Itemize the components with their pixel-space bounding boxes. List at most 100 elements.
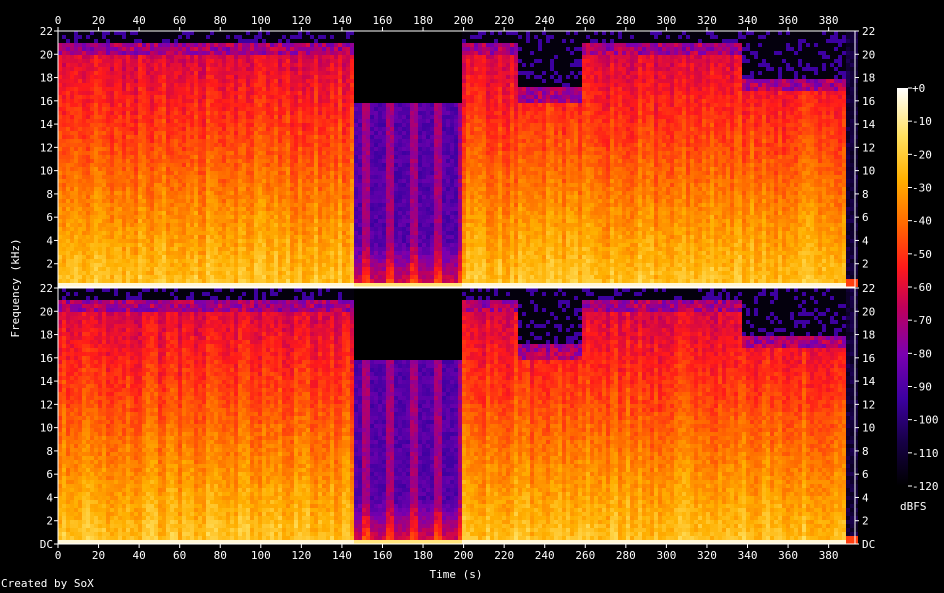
spectrogram-cell xyxy=(142,55,146,59)
spectrogram-cell xyxy=(202,139,206,143)
spectrogram-cell xyxy=(90,251,94,255)
spectrogram-cell xyxy=(306,271,310,275)
spectrogram-cell xyxy=(70,263,74,267)
spectrogram-cell xyxy=(138,127,142,131)
spectrogram-cell xyxy=(66,235,70,239)
spectrogram-cell xyxy=(270,231,274,235)
spectrogram-cell xyxy=(194,111,198,115)
spectrogram-cell xyxy=(94,111,98,115)
spectrogram-cell xyxy=(302,39,306,43)
spectrogram-cell xyxy=(266,43,270,47)
spectrogram-cell xyxy=(326,203,330,207)
spectrogram-cell xyxy=(202,75,206,79)
spectrogram-cell xyxy=(254,203,258,207)
spectrogram-cell xyxy=(206,31,210,35)
spectrogram-cell xyxy=(262,219,266,223)
spectrogram-cell xyxy=(330,143,334,147)
spectrogram-cell xyxy=(274,107,278,111)
spectrogram-cell xyxy=(310,163,314,167)
spectrogram-cell xyxy=(226,243,230,247)
spectrogram-cell xyxy=(250,31,254,35)
spectrogram-cell xyxy=(70,39,74,43)
spectrogram-cell xyxy=(106,247,110,251)
spectrogram-cell xyxy=(182,279,186,283)
spectrogram-cell xyxy=(74,91,78,95)
spectrogram-cell xyxy=(258,255,262,259)
spectrogram-cell xyxy=(246,67,250,71)
spectrogram-cell xyxy=(98,235,102,239)
spectrogram-cell xyxy=(118,251,122,255)
spectrogram-cell xyxy=(90,179,94,183)
spectrogram-cell xyxy=(206,43,210,47)
spectrogram-cell xyxy=(346,275,350,279)
spectrogram-cell xyxy=(62,239,66,243)
spectrogram-cell xyxy=(314,47,318,51)
spectrogram-cell xyxy=(310,115,314,119)
spectrogram-cell xyxy=(218,31,222,35)
spectrogram-cell xyxy=(210,187,214,191)
spectrogram-cell xyxy=(114,139,118,143)
spectrogram-cell xyxy=(202,207,206,211)
spectrogram-cell xyxy=(166,223,170,227)
spectrogram-cell xyxy=(306,99,310,103)
spectrogram-cell xyxy=(158,259,162,263)
spectrogram-cell xyxy=(310,43,314,47)
spectrogram-cell xyxy=(82,255,86,259)
spectrogram-cell xyxy=(142,267,146,271)
spectrogram-cell xyxy=(330,203,334,207)
spectrogram-cell xyxy=(258,67,262,71)
spectrogram-cell xyxy=(198,199,202,203)
spectrogram-cell xyxy=(266,243,270,247)
spectrogram-cell xyxy=(114,99,118,103)
spectrogram-cell xyxy=(62,39,66,43)
spectrogram-cell xyxy=(122,167,126,171)
spectrogram-cell xyxy=(154,275,158,279)
spectrogram-cell xyxy=(138,63,142,67)
spectrogram-cell xyxy=(306,183,310,187)
spectrogram-cell xyxy=(130,187,134,191)
spectrogram-cell xyxy=(202,219,206,223)
spectrogram-cell xyxy=(194,47,198,51)
spectrogram-cell xyxy=(70,103,74,107)
spectrogram-cell xyxy=(298,103,302,107)
spectrogram-cell xyxy=(262,63,266,67)
spectrogram-cell xyxy=(350,115,354,119)
spectrogram-cell xyxy=(178,127,182,131)
spectrogram-cell xyxy=(230,95,234,99)
spectrogram-cell xyxy=(166,203,170,207)
spectrogram-cell xyxy=(298,127,302,131)
spectrogram-cell xyxy=(334,163,338,167)
spectrogram-cell xyxy=(254,175,258,179)
spectrogram-cell xyxy=(362,111,366,115)
spectrogram-cell xyxy=(62,159,66,163)
spectrogram-cell xyxy=(70,175,74,179)
spectrogram-cell xyxy=(286,187,290,191)
spectrogram-cell xyxy=(58,63,62,67)
spectrogram-cell xyxy=(58,223,62,227)
spectrogram-cell xyxy=(250,123,254,127)
spectrogram-cell xyxy=(330,75,334,79)
spectrogram-cell xyxy=(98,51,102,55)
spectrogram-cell xyxy=(90,183,94,187)
spectrogram-cell xyxy=(70,127,74,131)
spectrogram-cell xyxy=(182,71,186,75)
spectrogram-cell xyxy=(222,127,226,131)
spectrogram-cell xyxy=(62,263,66,267)
spectrogram-cell xyxy=(174,271,178,275)
spectrogram-cell xyxy=(94,55,98,59)
spectrogram-cell xyxy=(306,35,310,39)
spectrogram-cell xyxy=(134,191,138,195)
spectrogram-cell xyxy=(326,31,330,35)
spectrogram-cell xyxy=(222,115,226,119)
spectrogram-cell xyxy=(258,211,262,215)
spectrogram-cell xyxy=(190,171,194,175)
spectrogram-cell xyxy=(206,279,210,283)
spectrogram-cell xyxy=(210,43,214,47)
spectrogram-cell xyxy=(158,39,162,43)
spectrogram-cell xyxy=(282,95,286,99)
spectrogram-cell xyxy=(118,279,122,283)
spectrogram-cell xyxy=(94,187,98,191)
spectrogram-cell xyxy=(254,227,258,231)
spectrogram-cell xyxy=(106,131,110,135)
spectrogram-cell xyxy=(170,51,174,55)
